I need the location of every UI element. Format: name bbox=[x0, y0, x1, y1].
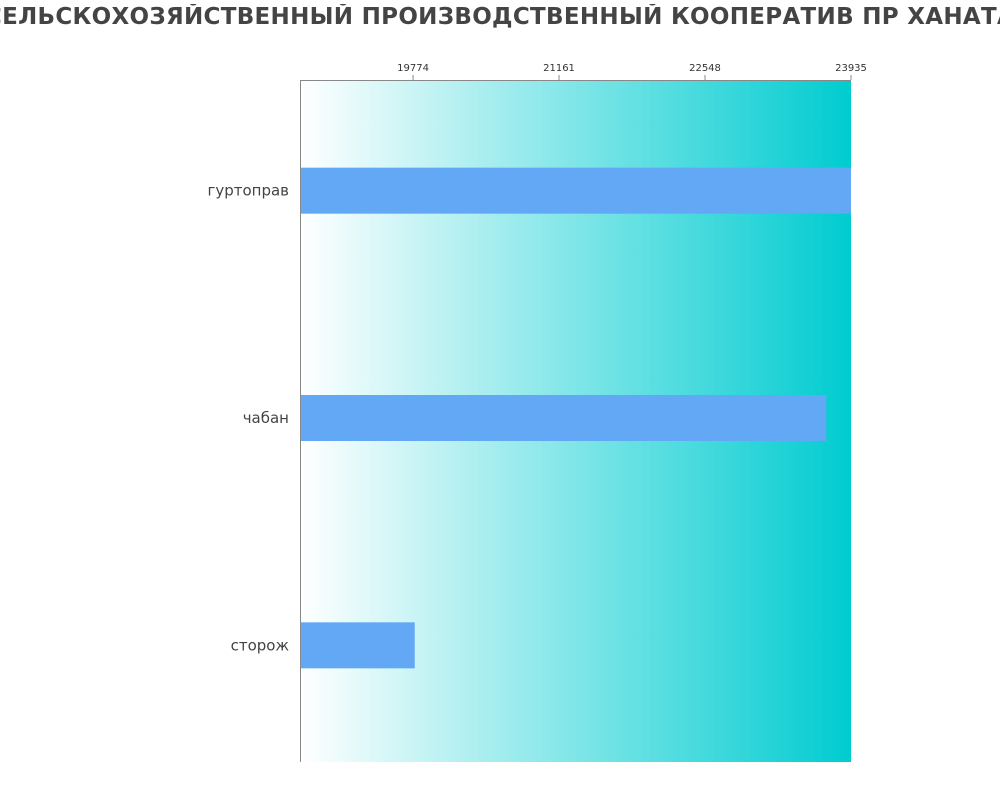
x-tick-label: 22548 bbox=[689, 63, 721, 74]
category-label: сторож bbox=[231, 636, 289, 654]
category-label: гуртоправ bbox=[207, 182, 289, 200]
chart-title-text: СЕЛЬСКОХОЗЯЙСТВЕННЫЙ ПРОИЗВОДСТВЕННЫЙ КО… bbox=[0, 4, 1000, 30]
x-tick-label: 19774 bbox=[397, 63, 429, 74]
chart-title: СЕЛЬСКОХОЗЯЙСТВЕННЫЙ ПРОИЗВОДСТВЕННЫЙ КО… bbox=[0, 4, 1000, 34]
x-tick-label: 23935 bbox=[835, 63, 867, 74]
bar-3 bbox=[300, 622, 415, 669]
bar-2 bbox=[300, 395, 827, 441]
category-label: чабан bbox=[243, 409, 289, 427]
x-tick-label: 21161 bbox=[543, 63, 575, 74]
bar-1 bbox=[300, 167, 851, 214]
